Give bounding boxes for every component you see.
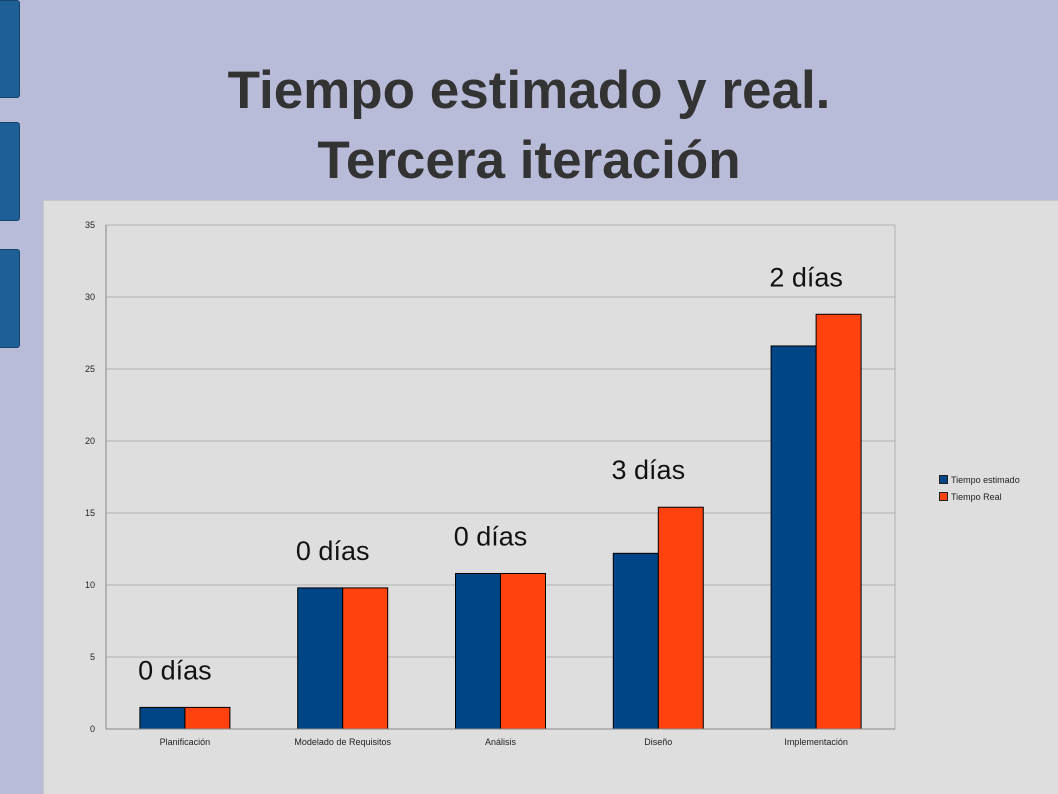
annotation-label: 0 días [296, 536, 370, 566]
bar-real [815, 313, 862, 730]
annotation-label: 0 días [138, 655, 212, 685]
bar-estimated [770, 345, 817, 730]
bar-real [342, 587, 389, 730]
annotation-label: 3 días [612, 455, 686, 485]
bar-estimated [455, 572, 501, 730]
side-tab-3 [0, 249, 20, 348]
bar-real [184, 706, 231, 730]
x-tick-label: Implementación [784, 737, 848, 747]
y-tick-label: 5 [90, 652, 95, 662]
bar-real [657, 506, 704, 730]
y-tick-label: 30 [85, 292, 95, 302]
chart-legend: Tiempo estimado Tiempo Real [939, 471, 1020, 505]
y-tick-label: 15 [85, 508, 95, 518]
legend-label-estimated: Tiempo estimado [951, 474, 1020, 485]
slide-title-line-1: Tiempo estimado y real. [227, 61, 831, 120]
x-tick-label: Modelado de Requisitos [294, 737, 391, 747]
legend-swatch-estimated [939, 475, 948, 484]
legend-swatch-real [939, 492, 948, 501]
x-tick-label: Planificación [160, 737, 211, 747]
legend-item-real: Tiempo Real [939, 488, 1020, 505]
bar-real [500, 572, 546, 730]
y-tick-label: 0 [90, 724, 95, 734]
slide-title-line-2: Tercera iteración [317, 131, 741, 190]
side-tab-2 [0, 122, 20, 221]
bar-estimated [297, 587, 344, 730]
bar-estimated [612, 552, 659, 730]
bar-estimated [139, 706, 186, 730]
side-tab-1 [0, 0, 20, 98]
x-tick-label: Diseño [644, 737, 672, 747]
y-tick-label: 25 [85, 364, 95, 374]
x-tick-label: Análisis [485, 737, 517, 747]
y-tick-label: 20 [85, 436, 95, 446]
y-tick-label: 35 [85, 220, 95, 230]
annotation-label: 2 días [769, 262, 843, 292]
annotation-label: 0 días [454, 521, 528, 551]
y-tick-label: 10 [85, 580, 95, 590]
legend-label-real: Tiempo Real [951, 491, 1002, 502]
legend-item-estimated: Tiempo estimado [939, 471, 1020, 488]
